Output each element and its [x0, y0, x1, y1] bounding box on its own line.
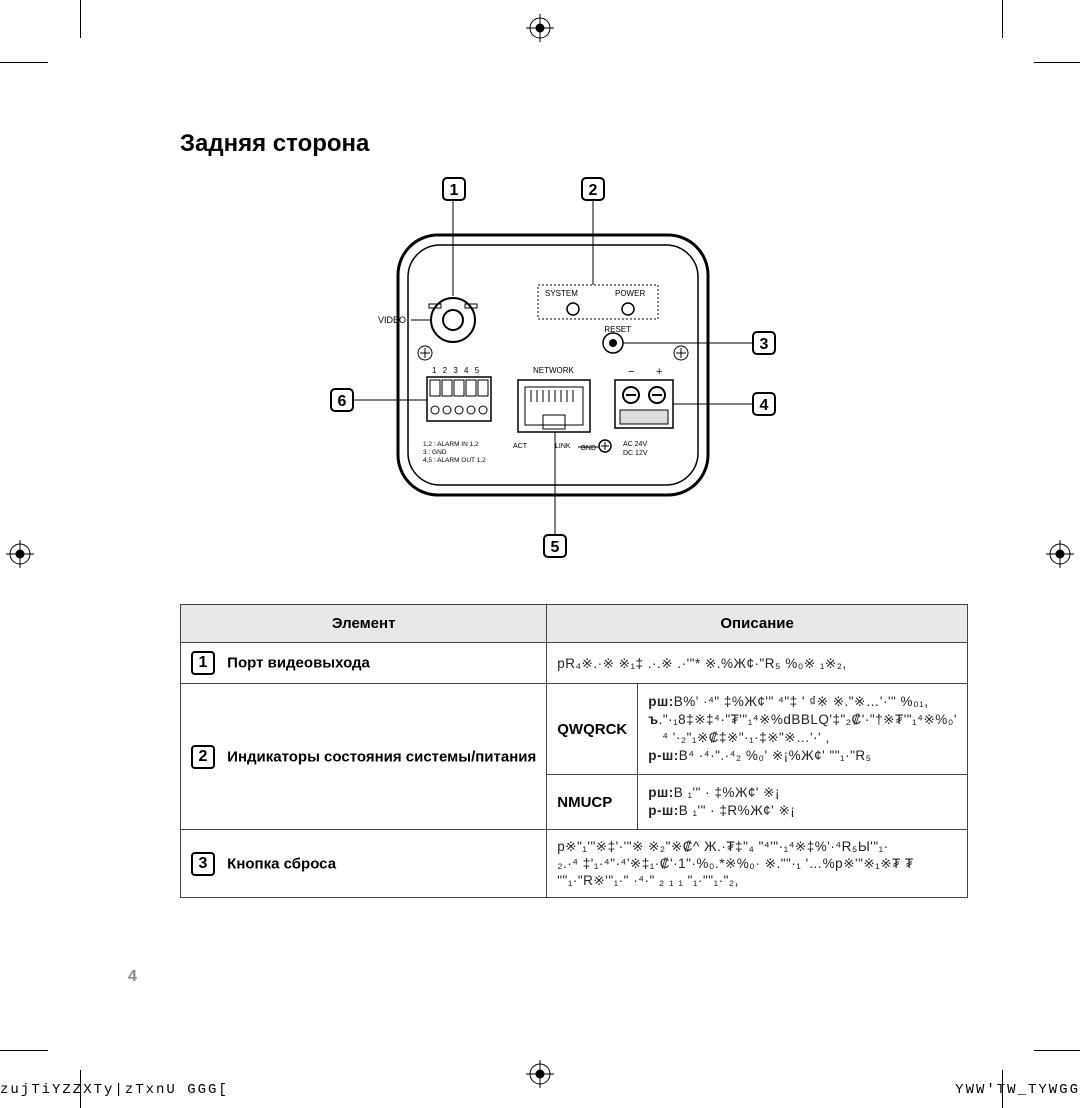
section-title: Задняя сторона — [180, 130, 925, 158]
table-row: 3 Кнопка сброса р※"₁'"※‡'·'"※ ※₂"※₡^ Ж.·… — [181, 830, 968, 898]
row-number: 1 — [191, 651, 215, 675]
row-number: 2 — [191, 745, 215, 769]
svg-text:4,5 : ALARM OUT 1,2: 4,5 : ALARM OUT 1,2 — [423, 457, 486, 464]
crop-mark — [0, 1050, 48, 1051]
table-header-item: Элемент — [181, 605, 547, 643]
crop-mark — [1034, 62, 1080, 63]
table-row: 2 Индикаторы состояния системы/питания Q… — [181, 684, 968, 775]
svg-text:3: 3 — [759, 336, 768, 353]
page-content: Задняя сторона VIDEO SYSTEM POWER RESET — [180, 130, 925, 898]
row-number: 3 — [191, 852, 215, 876]
page-number: 4 — [128, 968, 137, 986]
crop-mark — [1002, 0, 1003, 38]
registration-mark — [526, 14, 554, 42]
row-name: Кнопка сброса — [227, 855, 336, 872]
row-desc: рш:В%' ·⁴" ‡%Ж¢'" ⁴"‡ ' ₫※ ※."※…'·'" %₀₁… — [638, 684, 968, 775]
svg-text:5: 5 — [550, 539, 559, 556]
table-header-desc: Описание — [547, 605, 968, 643]
row-name: Порт видеовыхода — [227, 655, 370, 672]
device-diagram: VIDEO SYSTEM POWER RESET NETWORK 1 2 3 4… — [180, 170, 925, 570]
row-desc: рR₄※.·※ ※₁‡ .·.※ .·'"* ※.%Ж¢·"R₅ %₀※ ₁※₂… — [557, 656, 847, 671]
svg-text:3 : GND: 3 : GND — [423, 449, 447, 456]
svg-text:1: 1 — [449, 182, 458, 199]
row-name: Индикаторы состояния системы/питания — [227, 748, 536, 765]
svg-text:GND: GND — [580, 445, 596, 452]
table-row: 1 Порт видеовыхода рR₄※.·※ ※₁‡ .·.※ .·'"… — [181, 643, 968, 684]
svg-text:ACT: ACT — [513, 443, 528, 450]
svg-text:1 2 3 4 5: 1 2 3 4 5 — [432, 366, 481, 375]
row-desc: р※"₁'"※‡'·'"※ ※₂"※₡^ Ж.·₮‡"₄ "⁴'"·₁⁴※‡%'… — [557, 839, 914, 888]
spec-table: Элемент Описание 1 Порт видеовыхода рR₄※… — [180, 604, 968, 898]
svg-text:+: + — [656, 366, 662, 378]
svg-text:POWER: POWER — [615, 289, 645, 298]
crop-mark — [0, 62, 48, 63]
svg-text:NETWORK: NETWORK — [533, 366, 575, 375]
registration-mark — [526, 1060, 554, 1088]
svg-text:4: 4 — [759, 397, 768, 414]
footer-right: YWW'TW_TYWGG — [955, 1082, 1080, 1098]
svg-text:LINK: LINK — [555, 443, 571, 450]
svg-text:6: 6 — [337, 393, 346, 410]
registration-mark — [1046, 540, 1074, 568]
sub-label: NMUCP — [547, 775, 638, 830]
crop-mark — [80, 0, 81, 38]
svg-text:SYSTEM: SYSTEM — [545, 289, 578, 298]
crop-mark — [1034, 1050, 1080, 1051]
sub-label: QWQRCK — [547, 684, 638, 775]
row-desc: рш:В ₁'" · ‡%Ж¢' ※¡р-ш:В ₁'" · ‡R%Ж¢' ※¡ — [638, 775, 968, 830]
svg-text:−: − — [628, 366, 634, 378]
svg-text:RESET: RESET — [604, 325, 631, 334]
svg-text:1,2 : ALARM IN 1,2: 1,2 : ALARM IN 1,2 — [423, 441, 479, 448]
svg-text:AC 24V: AC 24V — [623, 441, 647, 448]
svg-text:DC 12V: DC 12V — [623, 450, 648, 457]
registration-mark — [6, 540, 34, 568]
svg-text:2: 2 — [588, 182, 597, 199]
svg-text:VIDEO: VIDEO — [377, 315, 405, 325]
footer-left: zujTiYZZXTy|zTxnU GGG[ — [0, 1082, 229, 1098]
